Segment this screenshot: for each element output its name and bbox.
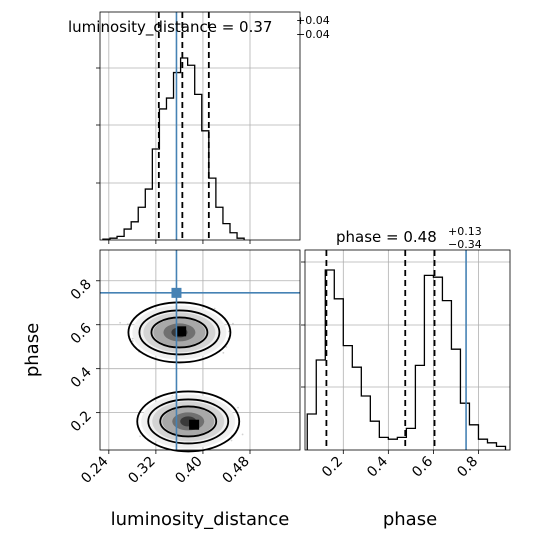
title-minus-phase: −0.34 [448,238,482,251]
histogram-step [306,269,507,450]
x-tick-label: 0.48 [219,454,252,487]
sample-point [225,346,228,348]
sample-point [213,307,216,310]
contour-line [150,316,209,349]
sample-point [131,340,134,342]
x-tick-label: 0.40 [172,454,205,487]
x-tick-label: 0.6 [409,453,436,480]
y-tick-label: 0.2 [68,408,95,435]
sample-point [241,433,244,436]
title-plus-phase: +0.13 [448,225,482,238]
contour-line [147,398,230,445]
sample-point [230,439,233,442]
x-tick-label: 0.32 [125,454,158,487]
sample-point [139,435,141,438]
panel-frame [99,249,301,451]
sample-point [237,406,239,409]
panel-2d-posterior: 0.24 0.32 0.40 0.48 0.2 0.4 0.6 0.8 phase lumin… [22,249,301,530]
contour-line [159,405,218,438]
contour-line [136,390,241,453]
x-axis-label-phase: phase [383,509,437,530]
histogram-step [102,57,245,240]
contour-line [127,301,232,364]
title-minus-luminosity-distance: −0.04 [296,28,330,41]
truth-marker [171,287,182,298]
sample-point [119,321,122,324]
x-tick-label: 0.4 [364,453,391,480]
x-tick-label: 0.2 [319,454,346,481]
sample-point [131,337,134,340]
x-axis-label-luminosity-distance: luminosity_distance [111,509,290,530]
contour-line [138,309,221,356]
panel-frame [99,11,301,241]
panel-frame [304,249,511,451]
x-tick-label: 0.8 [454,454,481,481]
density-peak [176,326,187,337]
title-luminosity-distance: luminosity_distance = 0.37 [68,18,272,37]
y-tick-label: 0.8 [68,276,95,303]
x-tick-label: 0.24 [78,453,111,486]
title-phase: phase = 0.48 [336,228,437,246]
sample-point [126,323,129,326]
sample-point [232,322,234,325]
y-tick-label: 0.6 [68,320,95,347]
y-tick-label: 0.4 [68,364,95,391]
density-peak [189,419,200,430]
sample-point [222,351,225,354]
sample-point [228,330,230,333]
panel-phase-hist: 0.2 0.4 0.6 0.8 phase = 0.48 +0.13 −0.34 ph… [301,225,511,530]
y-axis-label: phase [22,323,43,377]
panel-luminosity-distance-hist: luminosity_distance = 0.37 +0.04 −0.04 [68,11,330,244]
title-plus-luminosity-distance: +0.04 [296,14,330,27]
